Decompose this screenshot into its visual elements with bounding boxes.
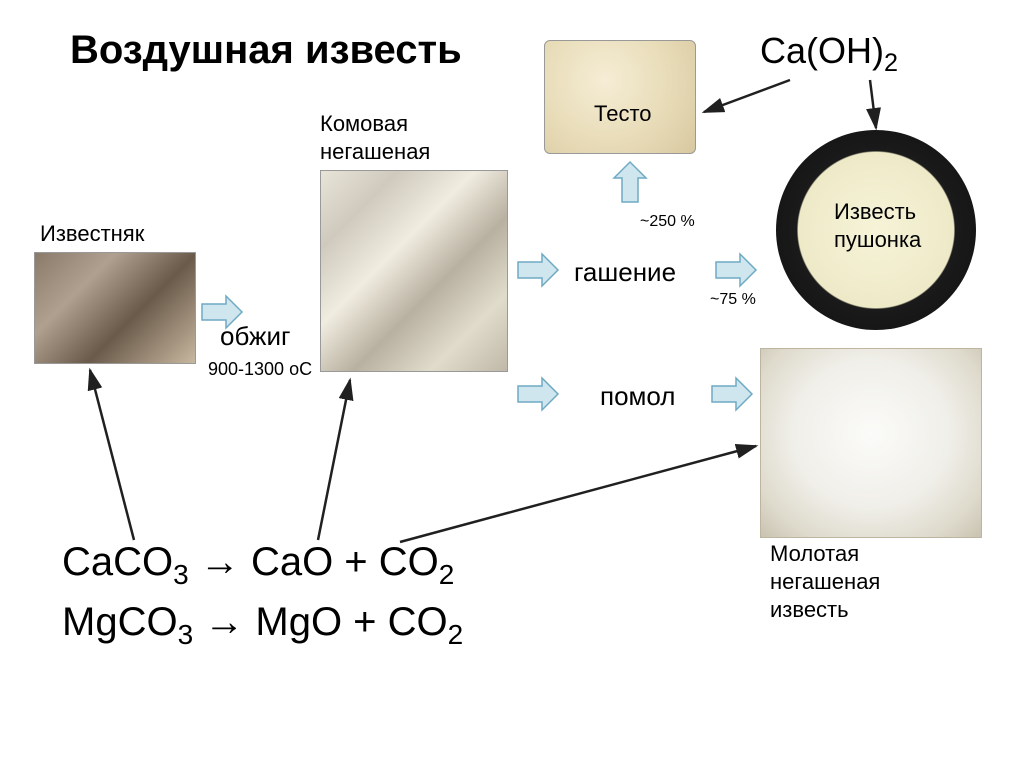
arrow-firing xyxy=(200,292,244,332)
eq2-p2: → MgO + CO xyxy=(193,600,448,644)
label-hydrated-1: Известь xyxy=(834,198,916,227)
eq1-p2: → CaO + CO xyxy=(189,540,439,584)
label-lump-2: негашеная xyxy=(320,138,430,167)
label-ground-1: Молотая xyxy=(770,540,859,569)
label-firing-temp: 900-1300 оС xyxy=(208,358,312,381)
equation-mgco3: MgCO3 → MgO + CO2 xyxy=(62,600,463,651)
arrow-slaking-out xyxy=(714,250,758,290)
label-ground-2: негашеная xyxy=(770,568,880,597)
label-limestone: Известняк xyxy=(40,220,144,249)
label-pct-250: ~250 % xyxy=(640,212,695,233)
arrow-slaking-in xyxy=(516,250,560,290)
label-lump-1: Комовая xyxy=(320,110,408,139)
img-quicklime-lump xyxy=(320,170,508,372)
label-milling: помол xyxy=(600,380,675,414)
eq1-p1: 3 xyxy=(173,559,189,590)
eq2-p3: 2 xyxy=(448,619,464,650)
eq1-p3: 2 xyxy=(439,559,455,590)
arrow-milling-out xyxy=(710,374,754,414)
img-limestone xyxy=(34,252,196,364)
formula-caoh2-sub: 2 xyxy=(884,49,898,77)
formula-caoh2-base: Ca(OH) xyxy=(760,30,884,71)
eq2-p1: 3 xyxy=(178,619,194,650)
label-slaking: гашение xyxy=(574,256,676,290)
eq2-p0: MgCO xyxy=(62,600,178,644)
label-hydrated-2: пушонка xyxy=(834,226,921,255)
slide-title: Воздушная известь xyxy=(70,28,462,73)
arrow-milling-in xyxy=(516,374,560,414)
label-putty: Тесто xyxy=(594,100,652,129)
equation-caco3: CaCO3 → CaO + CO2 xyxy=(62,540,454,591)
arrow-to-putty xyxy=(610,160,650,204)
img-lime-putty xyxy=(544,40,696,154)
img-ground-quicklime xyxy=(760,348,982,538)
eq1-p0: CaCO xyxy=(62,540,173,584)
label-pct-75: ~75 % xyxy=(710,290,756,311)
label-ground-3: известь xyxy=(770,596,849,625)
formula-caoh2: Ca(OH)2 xyxy=(760,30,898,78)
